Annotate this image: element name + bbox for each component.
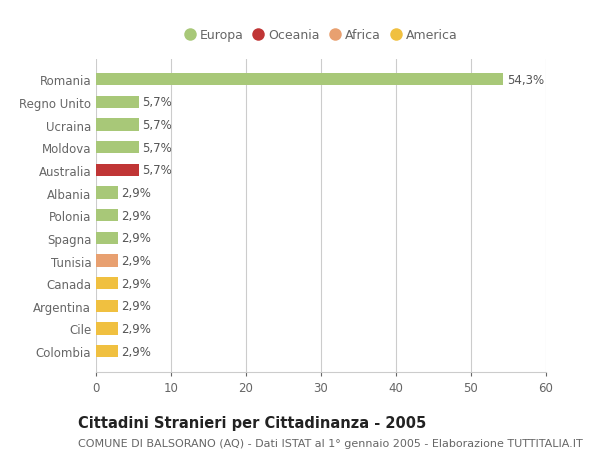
Bar <box>96 96 139 109</box>
Bar <box>96 232 118 245</box>
Bar <box>96 142 139 154</box>
Bar <box>96 323 118 335</box>
Text: 2,9%: 2,9% <box>121 277 151 290</box>
Text: 5,7%: 5,7% <box>143 141 172 154</box>
Bar <box>96 74 503 86</box>
Bar <box>96 164 139 177</box>
Bar <box>96 187 118 199</box>
Text: 2,9%: 2,9% <box>121 322 151 335</box>
Bar <box>96 209 118 222</box>
Text: 2,9%: 2,9% <box>121 232 151 245</box>
Bar <box>96 277 118 290</box>
Bar <box>96 255 118 267</box>
Text: COMUNE DI BALSORANO (AQ) - Dati ISTAT al 1° gennaio 2005 - Elaborazione TUTTITAL: COMUNE DI BALSORANO (AQ) - Dati ISTAT al… <box>78 438 583 448</box>
Text: 2,9%: 2,9% <box>121 254 151 268</box>
Bar <box>96 119 139 132</box>
Text: 2,9%: 2,9% <box>121 187 151 200</box>
Text: 54,3%: 54,3% <box>507 73 544 87</box>
Text: 2,9%: 2,9% <box>121 300 151 313</box>
Text: Cittadini Stranieri per Cittadinanza - 2005: Cittadini Stranieri per Cittadinanza - 2… <box>78 415 426 431</box>
Text: 5,7%: 5,7% <box>143 119 172 132</box>
Text: 5,7%: 5,7% <box>143 164 172 177</box>
Bar <box>96 300 118 313</box>
Text: 5,7%: 5,7% <box>143 96 172 109</box>
Legend: Europa, Oceania, Africa, America: Europa, Oceania, Africa, America <box>181 25 461 46</box>
Text: 2,9%: 2,9% <box>121 345 151 358</box>
Bar <box>96 345 118 358</box>
Text: 2,9%: 2,9% <box>121 209 151 222</box>
